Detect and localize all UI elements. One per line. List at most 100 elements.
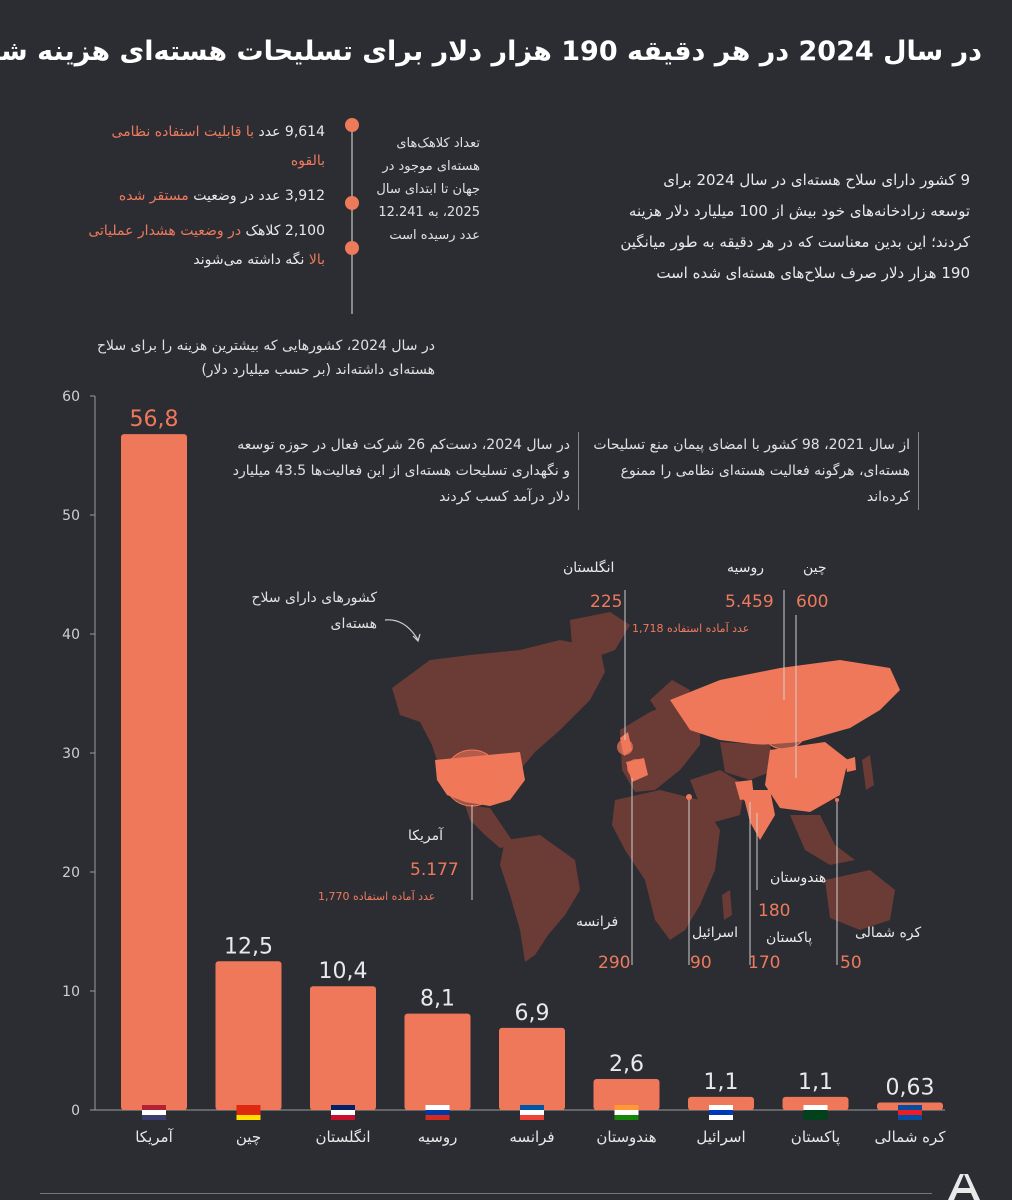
- agency-logo-icon: [948, 1174, 980, 1200]
- map-label-usa: آمریکا: [408, 828, 444, 844]
- bar-value-label: 0,63: [886, 1076, 935, 1101]
- map-label-nkorea: کره شمالی: [855, 925, 922, 941]
- map-central-asia: [720, 742, 775, 780]
- us-flag-icon: [142, 1105, 166, 1120]
- map-middle-east: [690, 770, 745, 822]
- bar-value-label: 1,1: [798, 1070, 833, 1095]
- map-se-asia: [790, 815, 855, 865]
- bar: [310, 986, 376, 1110]
- x-category-label: روسیه: [418, 1128, 458, 1146]
- bar: [404, 1013, 471, 1110]
- map-value-india: 180: [758, 901, 791, 921]
- map-label-france: فرانسه: [576, 914, 619, 930]
- map-label-uk: انگلستان: [563, 560, 615, 576]
- map-central-america: [465, 805, 515, 848]
- map-madagascar: [722, 890, 732, 920]
- timeline-dot: [345, 241, 359, 255]
- x-category-label: چین: [236, 1128, 261, 1146]
- x-category-label: فرانسه: [509, 1128, 554, 1146]
- world-map: [384, 590, 900, 965]
- map-value-pakistan: 170: [748, 953, 781, 973]
- warheads-breakdown: 9,614 عدد با قابلیت استفاده نظامی بالقوه…: [85, 118, 325, 281]
- warheads-military-highlight: با قابلیت استفاده نظامی بالقوه: [111, 124, 326, 169]
- north-korea-flag-icon: [898, 1105, 922, 1120]
- warheads-alert-count: 2,100: [284, 223, 325, 239]
- warheads-military-pre: عدد: [258, 124, 281, 140]
- timeline-line: [351, 124, 353, 314]
- x-category-label: آمریکا: [135, 1128, 173, 1146]
- map-value-uk: 225: [590, 592, 623, 612]
- companies-note: در سال 2024، دست‌کم 26 شرکت فعال در حوزه…: [230, 432, 579, 510]
- map-value-israel: 90: [690, 953, 712, 973]
- x-category-label: کره شمالی: [875, 1128, 947, 1146]
- bar-value-label: 1,1: [704, 1070, 739, 1095]
- map-label-china: چین: [803, 560, 827, 576]
- map-ready-usa: 1,770 عدد آماده استفاده: [318, 890, 436, 903]
- spending-summary: 9 کشور دارای سلاح هسته‌ای در سال 2024 بر…: [620, 171, 970, 282]
- warheads-alert-highlight: در وضعیت هشدار عملیاتی بالا: [88, 223, 325, 268]
- warheads-deployed-pre: عدد در وضعیت: [193, 188, 281, 204]
- bar-value-label: 12,5: [224, 934, 273, 959]
- map-caption-arrow: [384, 619, 419, 641]
- map-marker-russia: [759, 700, 809, 750]
- x-category-label: اسرائیل: [696, 1128, 745, 1146]
- warheads-deployed-count: 3,912: [284, 188, 325, 204]
- chart-subtitle: در سال 2024، کشورهایی که بیشترین هزینه ر…: [96, 338, 435, 378]
- map-caption-arrowhead: [412, 633, 421, 643]
- map-marker-usa: [443, 749, 501, 807]
- y-tick-label: 30: [62, 746, 80, 762]
- warheads-total-text: تعداد کلاهک‌های هسته‌ای موجود در جهان تا…: [376, 136, 480, 243]
- map-value-china: 600: [796, 592, 829, 612]
- y-tick-label: 50: [62, 508, 80, 524]
- bar-value-label: 10,4: [319, 959, 368, 984]
- warheads-item-military: 9,614 عدد با قابلیت استفاده نظامی بالقوه: [85, 118, 326, 176]
- warheads-item-alert: 2,100 کلاهک در وضعیت هشدار عملیاتی بالا …: [85, 217, 325, 275]
- map-australia: [825, 870, 895, 930]
- map-label-russia: روسیه: [727, 560, 764, 576]
- map-japan: [862, 755, 874, 790]
- bar: [121, 434, 187, 1111]
- y-tick-label: 20: [62, 865, 80, 881]
- map-marker-nkorea: [835, 798, 839, 802]
- bar: [593, 1079, 660, 1110]
- israel-flag-icon: [709, 1105, 733, 1120]
- map-ready-russia: 1,718 عدد آماده استفاده: [632, 622, 750, 635]
- warheads-military-count: 9,614: [284, 124, 325, 140]
- map-value-nkorea: 50: [840, 953, 862, 973]
- france-flag-icon: [520, 1105, 544, 1120]
- map-caption: کشورهای دارای سلاح هسته‌ای: [251, 590, 377, 632]
- map-marker-china: [781, 775, 811, 805]
- map-label-pakistan: پاکستان: [766, 930, 813, 946]
- treaty-note: از سال 2021، 98 کشور با امضای پیمان منع …: [590, 432, 919, 510]
- map-marker-india: [750, 799, 764, 813]
- map-greenland: [570, 612, 630, 660]
- map-north-korea: [845, 757, 856, 772]
- uk-flag-icon: [331, 1105, 355, 1120]
- map-marker-france: [627, 759, 645, 777]
- map-value-france: 290: [598, 953, 631, 973]
- map-value-russia: 5.459: [725, 592, 774, 612]
- page-title: در سال 2024 در هر دقیقه 190 هزار دلار بر…: [0, 36, 982, 67]
- map-value-usa: 5.177: [410, 860, 459, 880]
- warheads-deployed-highlight: مستقر شده: [118, 188, 189, 204]
- bar: [215, 961, 282, 1110]
- map-south-america: [500, 835, 580, 962]
- y-tick-label: 40: [62, 627, 80, 643]
- x-category-label: انگلستان: [315, 1128, 370, 1146]
- bar-value-label: 2,6: [609, 1052, 644, 1077]
- map-china: [765, 742, 848, 812]
- warheads-alert-pre: کلاهک: [245, 223, 281, 239]
- bar: [688, 1096, 754, 1110]
- map-africa: [612, 790, 720, 940]
- x-category-label: هندوستان: [596, 1128, 656, 1146]
- y-tick-label: 60: [62, 389, 80, 405]
- warheads-item-deployed: 3,912 عدد در وضعیت مستقر شده: [85, 182, 325, 211]
- map-marker-israel: [686, 794, 692, 800]
- timeline-dot: [345, 118, 359, 132]
- pakistan-flag-icon: [803, 1105, 828, 1120]
- bar-value-label: 56,8: [130, 407, 179, 432]
- y-tick-label: 0: [71, 1103, 80, 1119]
- y-tick-label: 10: [62, 984, 80, 1000]
- warheads-alert-post: نگه داشته می‌شوند: [193, 252, 305, 268]
